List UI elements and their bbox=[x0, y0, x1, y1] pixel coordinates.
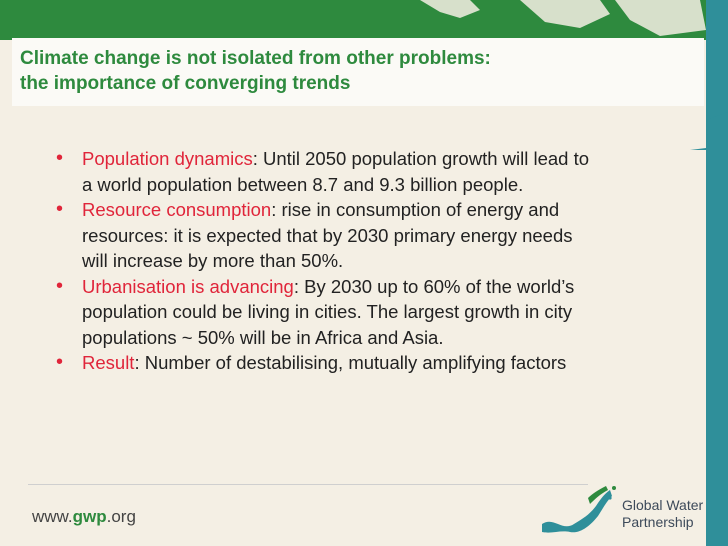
slide-title: Climate change is not isolated from othe… bbox=[20, 46, 700, 96]
url-prefix: www. bbox=[32, 507, 73, 526]
bullet-line: Urbanisation is advancing: By 2030 up to… bbox=[82, 274, 706, 300]
bullet-population: • Population dynamics: Until 2050 popula… bbox=[56, 146, 706, 197]
title-line-1: Climate change is not isolated from othe… bbox=[20, 48, 491, 69]
bullet-text: : By 2030 up to 60% of the world’s bbox=[293, 275, 575, 297]
bullet-icon: • bbox=[56, 147, 64, 169]
url-suffix: .org bbox=[106, 507, 136, 526]
bullet-text: : rise in consumption of energy and bbox=[271, 199, 560, 220]
bullet-keyword: Result bbox=[82, 352, 135, 373]
bullet-list: • Population dynamics: Until 2050 popula… bbox=[56, 146, 706, 376]
logo-line-1: Global Water bbox=[622, 497, 704, 513]
bullet-text: : Until 2050 population growth will lead… bbox=[252, 148, 590, 169]
footer-url-link[interactable]: www.gwp.org bbox=[32, 507, 136, 527]
bullet-keyword: Resource consumption bbox=[82, 199, 272, 220]
bullet-line: Result: Number of destabilising, mutuall… bbox=[82, 350, 706, 376]
title-box bbox=[12, 38, 704, 106]
bullet-text: : Number of destabilising, mutually ampl… bbox=[134, 352, 567, 373]
bullet-line: population could be living in cities. Th… bbox=[82, 301, 573, 322]
bullet-urbanisation: • Urbanisation is advancing: By 2030 up … bbox=[56, 274, 706, 351]
bullet-icon: • bbox=[56, 274, 64, 297]
logo-line-2: Partnership bbox=[622, 514, 694, 530]
bullet-line: populations ~ 50% will be in Africa and … bbox=[82, 326, 444, 348]
world-map-decoration bbox=[420, 0, 728, 150]
bullet-line: resources: it is expected that by 2030 p… bbox=[82, 224, 573, 246]
bullet-keyword: Population dynamics bbox=[82, 148, 253, 169]
bullet-line: Population dynamics: Until 2050 populati… bbox=[82, 146, 706, 172]
bullet-icon: • bbox=[56, 198, 64, 220]
gwp-wave-logo-icon bbox=[542, 486, 616, 533]
url-accent: gwp bbox=[72, 507, 107, 526]
bullet-result: • Result: Number of destabilising, mutua… bbox=[56, 350, 706, 376]
bullet-keyword: Urbanisation is advancing bbox=[82, 275, 294, 297]
bullet-icon: • bbox=[56, 351, 64, 373]
bullet-line: Resource consumption: rise in consumptio… bbox=[82, 197, 706, 223]
footer-divider bbox=[28, 484, 588, 485]
bullet-resource: • Resource consumption: rise in consumpt… bbox=[56, 197, 706, 274]
bullet-line: a world population between 8.7 and 9.3 b… bbox=[82, 173, 524, 195]
header-band bbox=[0, 0, 728, 40]
bullet-line: will increase by more than 50%. bbox=[82, 250, 344, 271]
title-line-2: the importance of converging trends bbox=[20, 73, 351, 94]
logo-text: Global Water Partnership bbox=[622, 497, 703, 531]
